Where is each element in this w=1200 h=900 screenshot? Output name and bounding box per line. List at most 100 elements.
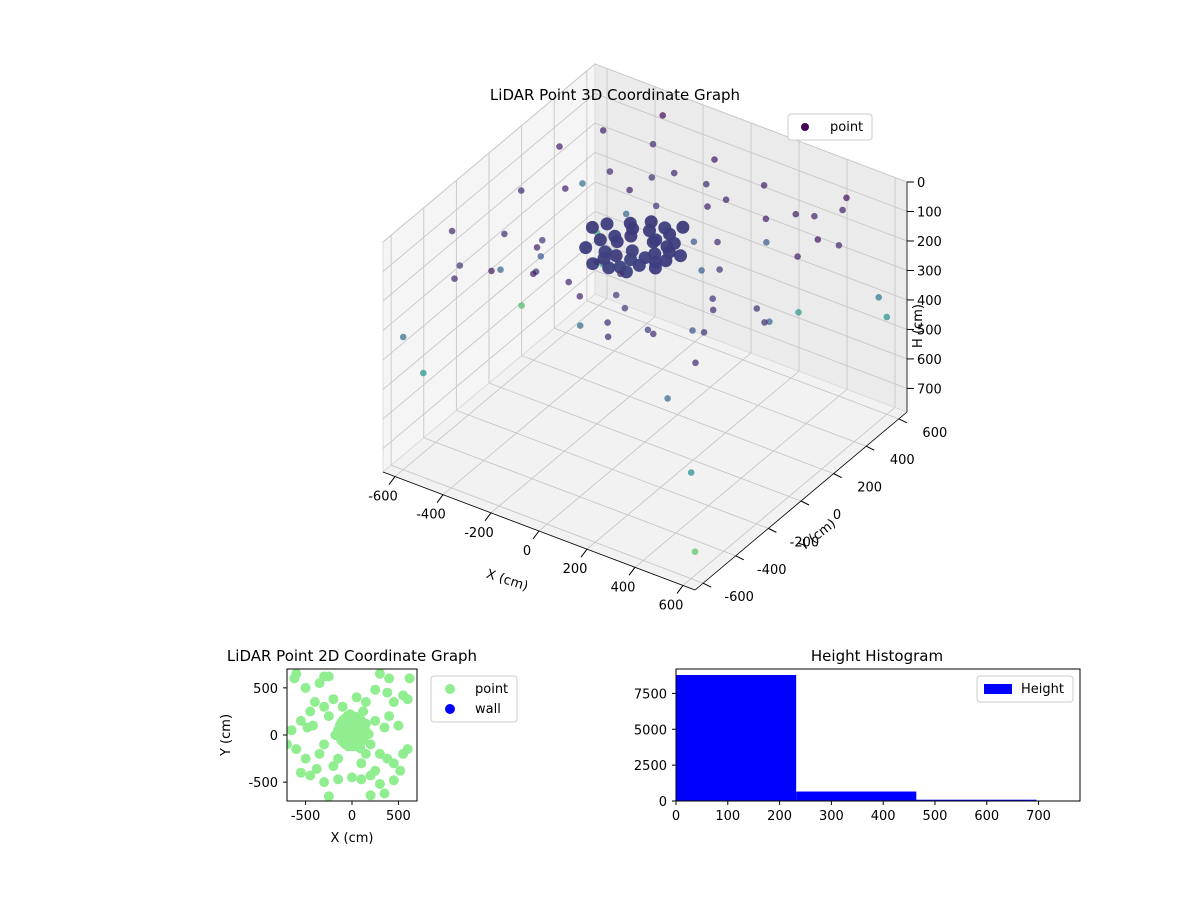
data-point-3d (488, 267, 495, 275)
data-point-3d (835, 242, 843, 249)
data-point-2d (379, 788, 390, 799)
data-point-2d (295, 767, 306, 778)
legend-swatch-height (984, 684, 1012, 694)
x-tick-mark (484, 512, 492, 522)
data-point-3d (839, 206, 846, 214)
data-point-3d (692, 359, 699, 367)
data-point-3d (604, 319, 611, 326)
data-point-3d (539, 236, 546, 244)
data-point-3d (501, 230, 508, 238)
legend-marker-wall-2d (445, 704, 455, 714)
data-point-3d (792, 210, 800, 218)
z-tick-label: 200 (917, 235, 942, 250)
data-point-3d (703, 180, 710, 188)
x-tick-label-hist: 600 (974, 809, 999, 824)
y-tick-label: 600 (922, 426, 947, 441)
chart-2d-title: LiDAR Point 2D Coordinate Graph (227, 647, 477, 665)
x-tick-label: 400 (611, 580, 636, 595)
data-point-2d (398, 748, 409, 759)
data-point-2d (311, 763, 322, 774)
data-point-2d (365, 739, 376, 750)
data-point-2d (356, 758, 367, 769)
y-tick-label: 200 (857, 481, 882, 496)
ticks-histogram: 0 100 200 300 400 500 600 700 0 2500 5000 7500 (634, 687, 1051, 824)
data-point-2d (323, 711, 334, 722)
data-point-3d (644, 326, 652, 334)
x-tick-label-2d: 0 (348, 809, 356, 824)
data-point-2d (388, 775, 399, 786)
data-point-2d (328, 761, 339, 772)
x-tick-label-2d: -500 (291, 809, 321, 824)
data-point-2d (300, 682, 311, 693)
y-tick-label-2d: 500 (253, 682, 278, 697)
data-point-2d (295, 715, 306, 726)
data-point-3d (518, 302, 525, 309)
data-point-3d (497, 266, 504, 274)
grid-3d (382, 63, 908, 586)
data-point-3d (399, 333, 407, 341)
data-point-3d (763, 239, 770, 246)
x-tick-label-hist: 500 (923, 809, 948, 824)
data-point-3d (606, 168, 614, 175)
data-point-2d (356, 774, 367, 785)
data-point-2d (300, 753, 311, 764)
data-point-3d (687, 469, 695, 476)
data-point-3d (451, 275, 458, 283)
x-tick-label-hist: 200 (767, 809, 792, 824)
z-tick-label: 600 (917, 353, 942, 368)
data-point-2d (333, 753, 344, 764)
points-2d (287, 669, 415, 801)
data-point-3d (690, 238, 698, 245)
data-point-3d (593, 233, 607, 247)
grid-line-z-left (382, 93, 596, 272)
data-point-2d (287, 725, 297, 736)
data-point-2d (305, 706, 316, 717)
chart-histogram: Height Histogram 0 100 200 300 400 500 600 7000… (634, 647, 1081, 824)
grid-line-y-floor (390, 464, 704, 584)
points-3d (399, 112, 891, 555)
data-point-3d (626, 186, 633, 194)
data-point-cluster-2d (334, 711, 370, 752)
x-tick-label: -200 (464, 526, 494, 541)
data-point-2d (319, 739, 330, 750)
data-point-3d (709, 306, 717, 314)
data-point-2d (319, 671, 330, 682)
data-point-2d (351, 692, 362, 703)
grid-line-z-left (382, 240, 596, 420)
data-point-2d (395, 765, 406, 776)
data-point-2d (337, 701, 348, 712)
ticks-2d: -500 0 500 -500 0 500 (248, 682, 410, 824)
data-point-2d (374, 779, 385, 789)
y-tick-mark (735, 555, 744, 561)
y-tick-label: -600 (724, 590, 754, 605)
y-tick-mark (833, 473, 842, 479)
legend-marker-point-2d (445, 684, 455, 694)
data-point-3d (643, 224, 656, 238)
x-tick-mark (580, 548, 588, 558)
y-tick-label: -400 (757, 563, 787, 578)
data-point-2d (319, 701, 330, 712)
legend-label-height: Height (1021, 682, 1064, 697)
y-tick-label-2d: 0 (270, 729, 278, 744)
data-point-3d (593, 258, 600, 266)
data-point-3d (610, 235, 624, 249)
data-point-2d (328, 694, 339, 705)
y-tick-label-hist: 7500 (634, 687, 667, 702)
data-point-3d (646, 235, 660, 249)
data-point-3d (622, 210, 630, 218)
grid-line-y-floor (586, 300, 900, 420)
data-point-2d (333, 774, 344, 785)
data-point-3d (811, 212, 818, 220)
histogram-bar (796, 791, 917, 801)
chart-2d: LiDAR Point 2D Coordinate Graph -500 0 500… (219, 647, 518, 846)
histogram-bars (676, 675, 1037, 801)
data-point-3d (722, 196, 730, 203)
data-point-3d (795, 309, 802, 316)
data-point-3d (576, 322, 584, 329)
data-point-2d (360, 697, 371, 707)
grid-line-y-floor (488, 382, 802, 502)
grid-line-z-back (594, 181, 908, 301)
legend-2d: point wall (430, 675, 518, 723)
x-tick-mark (676, 585, 684, 594)
data-point-3d (576, 293, 584, 300)
